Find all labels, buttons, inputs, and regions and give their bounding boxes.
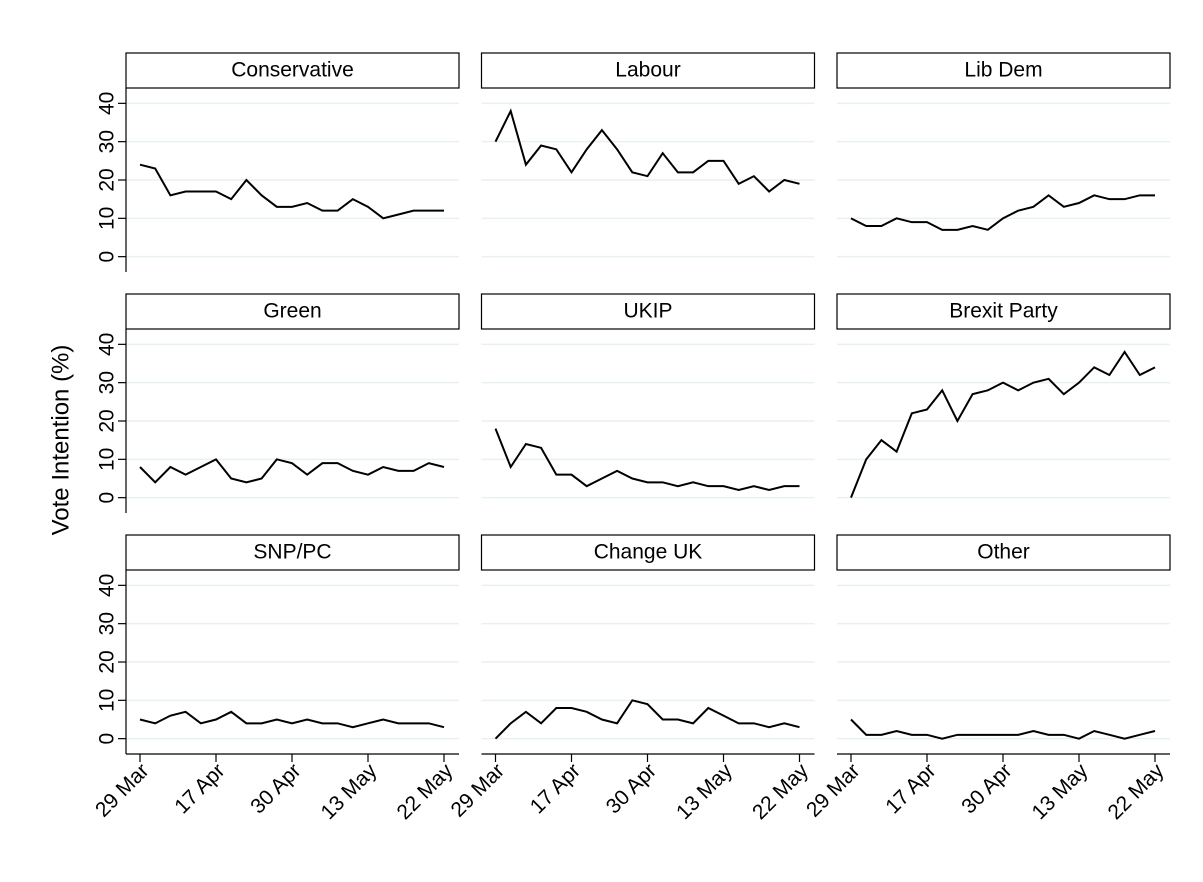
series-line <box>850 350 1156 499</box>
strip <box>836 534 1171 571</box>
panel-title: Lib Dem <box>964 59 1042 82</box>
series-line <box>494 108 800 193</box>
strip <box>125 293 460 330</box>
y-tick-label: 10 <box>96 448 119 471</box>
y-tick-label: 30 <box>96 612 119 635</box>
y-tick-label: 20 <box>96 168 119 191</box>
y-tick-label: 0 <box>96 251 119 263</box>
strip <box>125 534 460 571</box>
panel-title: SNP/PC <box>253 541 331 564</box>
series-line <box>139 458 445 484</box>
panel-title: Other <box>977 541 1030 564</box>
strip <box>480 293 816 330</box>
y-tick-label: 30 <box>96 130 119 153</box>
strip <box>836 293 1171 330</box>
y-tick-label: 40 <box>96 333 119 356</box>
series-line <box>494 428 800 492</box>
series-line <box>139 163 444 220</box>
series-line <box>850 718 1156 740</box>
strip <box>836 52 1171 89</box>
panel-title: Conservative <box>231 59 354 82</box>
y-tick-label: 10 <box>96 207 119 230</box>
y-tick-label: 0 <box>96 492 119 504</box>
strip <box>480 534 816 571</box>
panel-title: Brexit Party <box>949 300 1058 323</box>
y-tick-label: 40 <box>96 92 119 115</box>
strip <box>125 52 460 89</box>
panel-title: Green <box>263 300 321 323</box>
y-tick-label: 10 <box>96 689 119 712</box>
series-line <box>139 710 445 729</box>
y-axis-label: Vote Intention (%) <box>47 345 74 536</box>
y-tick-label: 40 <box>96 574 119 597</box>
strip <box>480 52 816 89</box>
y-tick-label: 0 <box>96 733 119 745</box>
y-tick-label: 20 <box>96 650 119 673</box>
series-line <box>494 699 800 740</box>
y-tick-label: 20 <box>96 409 119 432</box>
series-line <box>850 194 1155 231</box>
panel-title: Labour <box>615 59 680 82</box>
y-tick-label: 30 <box>96 371 119 394</box>
panel-title: Change UK <box>594 541 703 564</box>
panel-title: UKIP <box>623 300 672 323</box>
